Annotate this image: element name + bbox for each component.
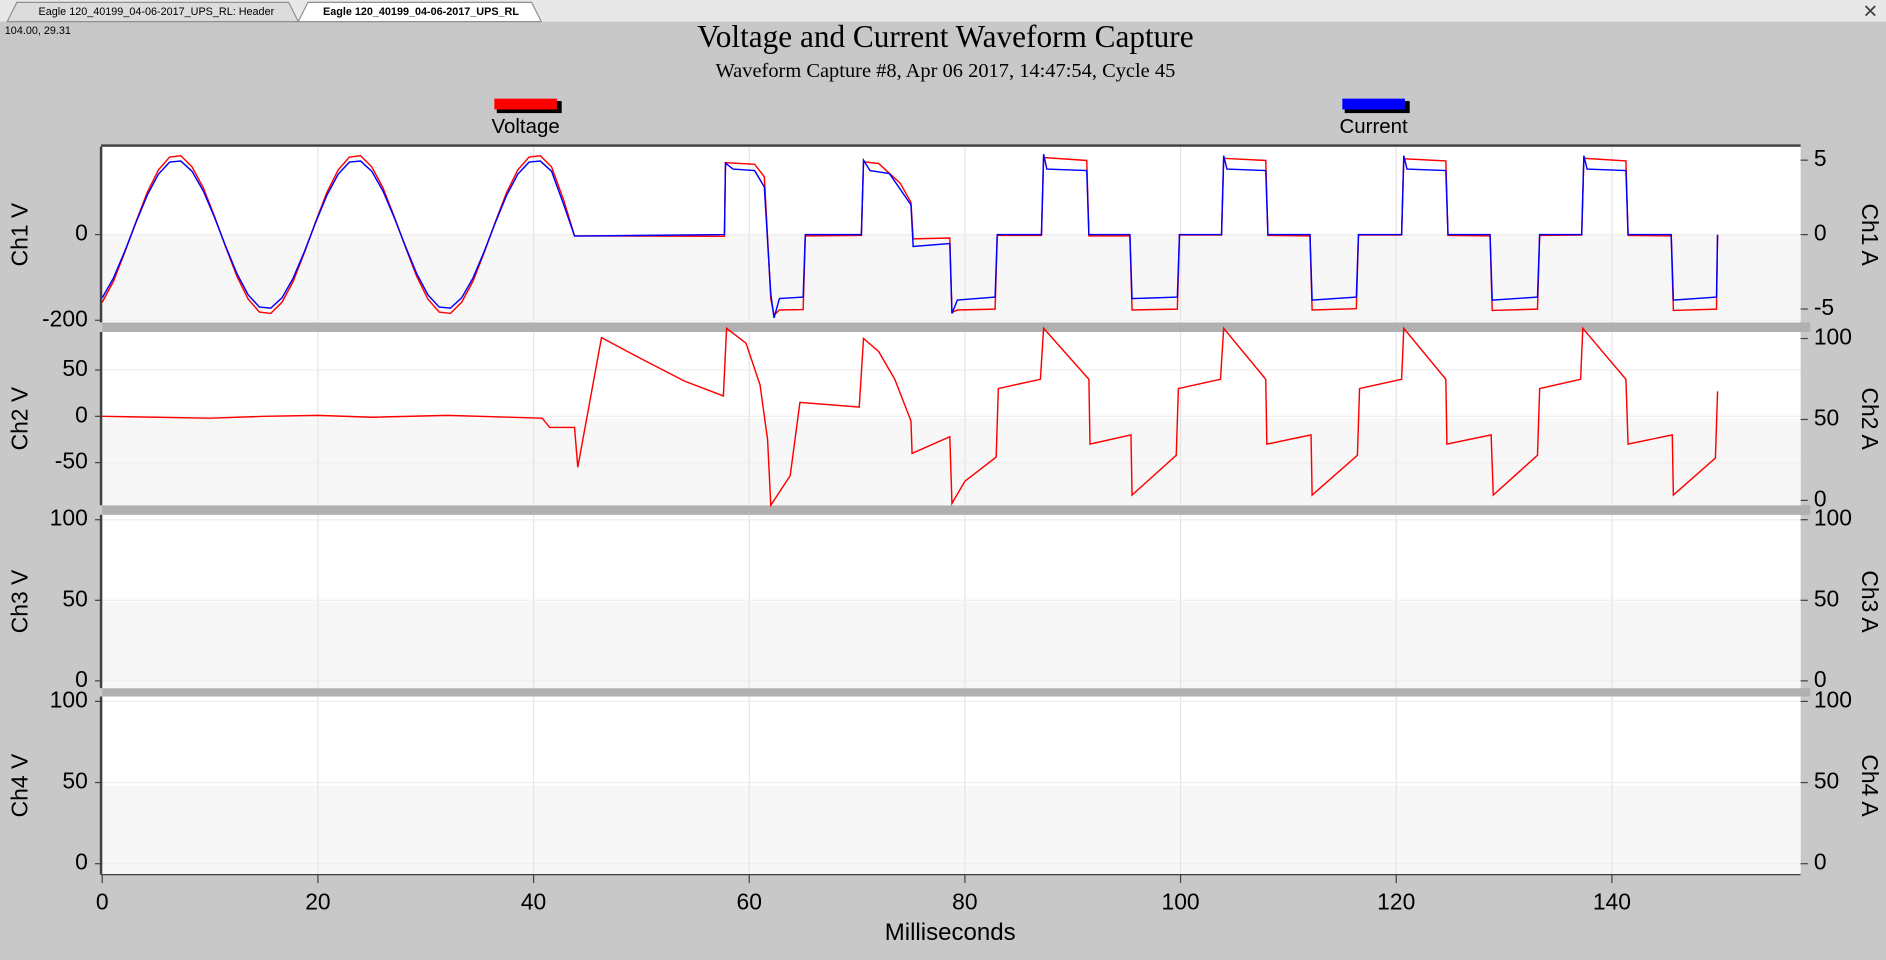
chart-title: Voltage and Current Waveform Capture <box>697 19 1193 54</box>
y2-tick-label: 5 <box>1814 145 1827 171</box>
y2-tick-label: 0 <box>1814 666 1827 692</box>
y2-tick-label: 100 <box>1814 324 1852 350</box>
x-tick-label: 0 <box>96 888 109 914</box>
y2-axis-label: Ch2 A <box>1857 388 1883 451</box>
y-tick-label: 0 <box>75 401 88 427</box>
y-tick-label: 0 <box>75 666 88 692</box>
x-tick-label: 120 <box>1377 888 1415 914</box>
panel-separator <box>102 688 1811 697</box>
legend-label: Current <box>1340 115 1408 138</box>
x-tick-label: 140 <box>1593 888 1631 914</box>
y-tick-label: 0 <box>75 849 88 875</box>
y-tick-label: 50 <box>62 355 87 381</box>
x-tick-label: 20 <box>305 888 330 914</box>
y-axis-label: Ch2 V <box>7 386 33 450</box>
close-button[interactable] <box>1864 5 1876 17</box>
y2-tick-label: 0 <box>1814 485 1827 511</box>
y2-tick-label: 0 <box>1814 849 1827 875</box>
tab-active[interactable] <box>297 1 543 23</box>
x-tick-label: 60 <box>737 888 762 914</box>
panel-separator <box>102 505 1811 515</box>
y-tick-label: 50 <box>62 585 87 611</box>
y-tick-label: 100 <box>50 686 88 712</box>
tab-label[interactable]: Eagle 120_40199_04-06-2017_UPS_RL: Heade… <box>39 6 275 18</box>
series-line <box>101 154 1719 319</box>
y-tick-label: -50 <box>55 448 88 474</box>
y2-axis-label: Ch4 A <box>1857 754 1883 817</box>
series-line <box>102 326 1719 508</box>
y-tick-label: 50 <box>62 768 87 794</box>
y2-tick-label: 50 <box>1814 768 1839 794</box>
tab[interactable] <box>6 1 300 23</box>
panel-separator <box>102 322 1811 333</box>
panel-band <box>102 601 1801 689</box>
y2-tick-label: 100 <box>1814 686 1852 712</box>
legend-swatch <box>494 98 557 110</box>
legend-label: Voltage <box>492 115 560 138</box>
chart-subtitle: Waveform Capture #8, Apr 06 2017, 14:47:… <box>716 60 1176 82</box>
x-tick-label: 100 <box>1162 888 1200 914</box>
cursor-readout: 104.00, 29.31 <box>5 25 71 37</box>
y-tick-label: -200 <box>42 305 88 331</box>
y-axis-label: Ch1 V <box>7 202 33 266</box>
legend-swatch <box>1342 98 1405 110</box>
y-tick-label: 0 <box>75 220 88 246</box>
y-tick-label: 100 <box>50 505 88 531</box>
x-tick-label: 80 <box>952 888 977 914</box>
panel-band <box>102 785 1801 875</box>
y-axis-label: Ch4 V <box>7 753 33 817</box>
y2-axis-label: Ch1 A <box>1857 203 1883 266</box>
y2-tick-label: 50 <box>1814 404 1839 430</box>
x-tick-label: 40 <box>521 888 546 914</box>
x-axis-label: Milliseconds <box>885 919 1016 946</box>
y-axis-label: Ch3 V <box>7 569 33 633</box>
y2-tick-label: 0 <box>1814 220 1827 246</box>
y2-tick-label: -5 <box>1814 294 1834 320</box>
y2-tick-label: 50 <box>1814 585 1839 611</box>
y2-axis-label: Ch3 A <box>1857 570 1883 633</box>
y2-tick-label: 100 <box>1814 505 1852 531</box>
tab-label[interactable]: Eagle 120_40199_04-06-2017_UPS_RL <box>323 6 519 18</box>
